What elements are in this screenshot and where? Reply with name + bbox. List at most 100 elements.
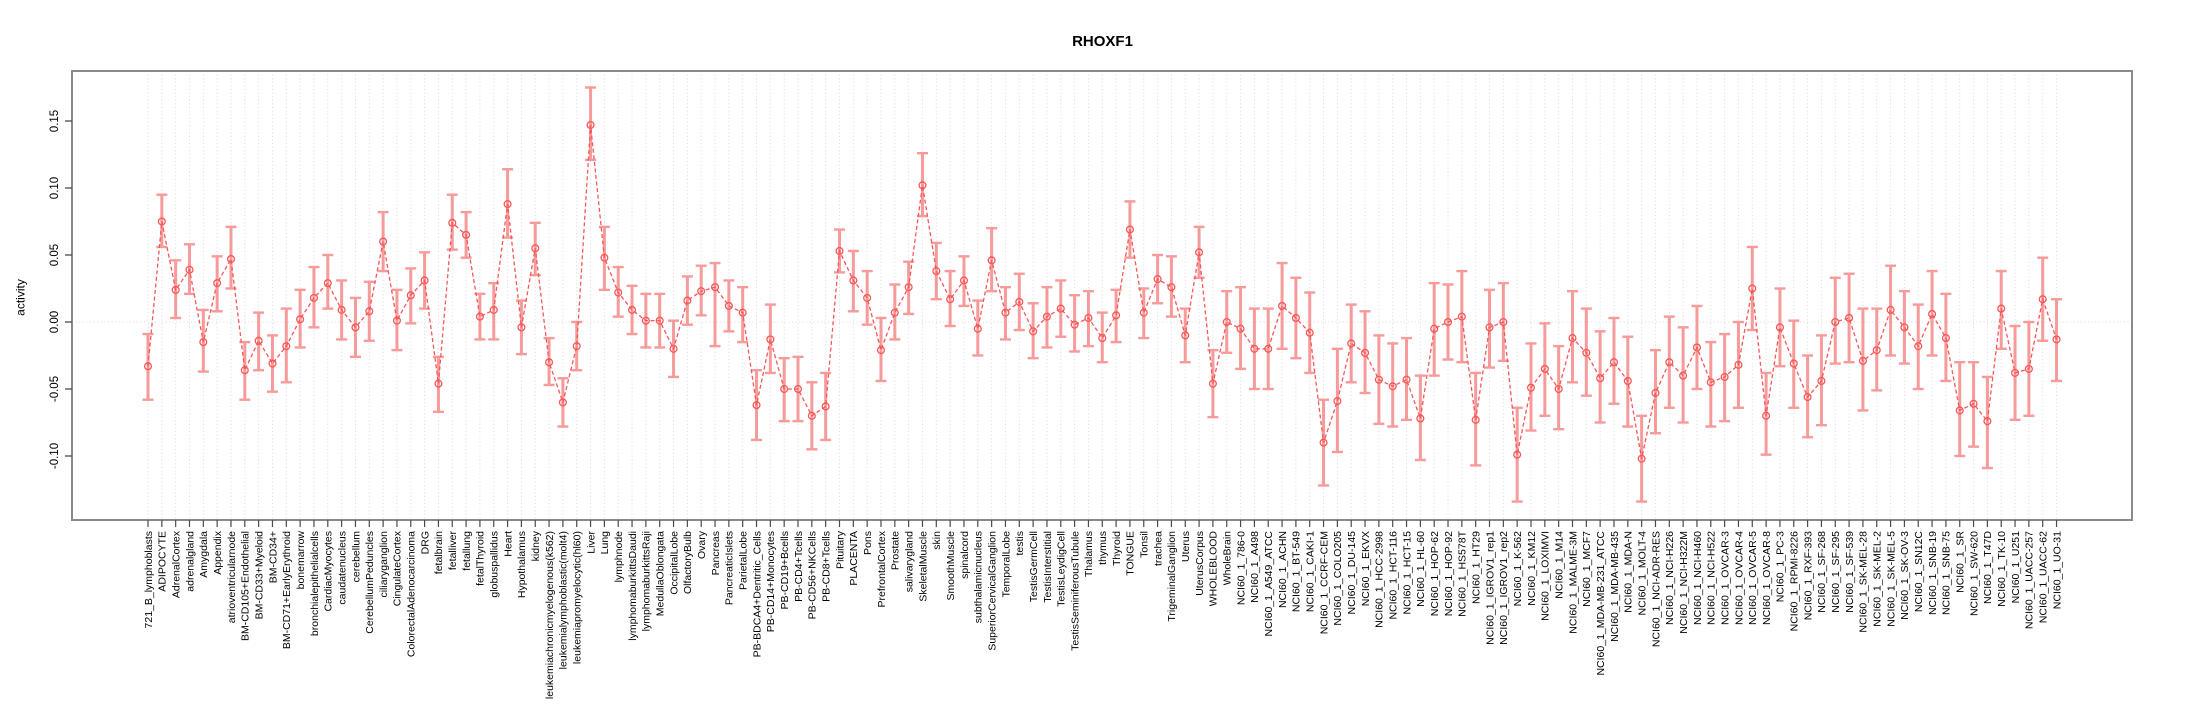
x-tick-label: NCI60_1_UACC-62 <box>2038 531 2050 623</box>
x-tick-label: Lung <box>599 531 611 555</box>
x-tick-label: PB-CD4+Tcells <box>793 531 805 602</box>
data-point <box>1928 309 1937 319</box>
data-point <box>890 308 899 317</box>
data-point <box>1499 317 1508 327</box>
x-tick-label: NCI60_1_OVCAR-8 <box>1761 531 1773 625</box>
data-point <box>780 384 789 394</box>
data-point <box>1609 358 1619 367</box>
x-tick-label: NCI60_1_NCI-H322M <box>1678 531 1690 634</box>
data-point <box>1042 312 1051 321</box>
x-tick-label: Heart <box>502 531 514 557</box>
data-point <box>932 267 941 276</box>
data-point <box>1001 308 1010 317</box>
x-tick-label: ParietalLobe <box>737 531 749 590</box>
x-tick-label: testis <box>1014 531 1026 556</box>
x-tick-label: NCI60_1_UACC-257 <box>2024 531 2036 629</box>
x-tick-label: TONGUE <box>1125 531 1137 576</box>
x-tick-label: NCI60_1_NCI-H460 <box>1692 531 1704 625</box>
gridlines <box>72 71 2132 520</box>
data-point <box>1430 324 1439 333</box>
x-tick-label: thymus <box>1097 531 1109 565</box>
data-point <box>1457 312 1466 321</box>
data-point <box>835 246 844 256</box>
x-tick-label: CingulateCortex <box>392 530 404 606</box>
data-point <box>1914 342 1923 351</box>
x-tick-label: adrenalgland <box>184 531 196 592</box>
data-point <box>1886 305 1895 314</box>
data-point <box>959 276 969 285</box>
data-point <box>1651 388 1660 398</box>
data-point <box>1153 275 1162 284</box>
data-point <box>1596 374 1605 383</box>
x-tick-label: globuspallidus <box>489 531 501 598</box>
x-tick-label: fetalbrain <box>433 531 445 574</box>
data-point <box>1554 384 1563 394</box>
y-tick-label: 0.10 <box>49 177 61 199</box>
data-point <box>1070 320 1079 329</box>
data-point <box>1983 417 1992 426</box>
data-point <box>697 287 706 296</box>
data-point <box>199 338 208 347</box>
data-point <box>2011 368 2020 377</box>
x-tick-label: SmoothMuscle <box>945 531 957 601</box>
data-point <box>462 230 471 239</box>
x-tick-label: NCI60_1_OVCAR-5 <box>1747 531 1759 625</box>
data-point <box>1084 313 1093 323</box>
y-tick-label: -0.10 <box>49 443 61 469</box>
x-tick-label: NCI60_1_HCC-2998 <box>1374 531 1386 628</box>
x-tick-label: NCI60_1_MDA-N <box>1623 531 1635 613</box>
data-point <box>1374 375 1383 384</box>
data-point <box>946 295 955 304</box>
data-point <box>531 244 540 253</box>
data-point <box>849 276 858 285</box>
data-point <box>1264 344 1273 353</box>
data-point <box>545 358 554 367</box>
data-point <box>1485 323 1494 332</box>
y-tick-label: 0.05 <box>49 244 61 266</box>
x-tick-label: NCI60_1_U251 <box>2010 531 2022 604</box>
data-point <box>1402 375 1411 384</box>
x-tick-label: OccipitalLobe <box>668 531 680 595</box>
data-point <box>213 279 222 288</box>
data-point <box>1720 372 1729 381</box>
x-tick-label: bonemarrow <box>295 531 307 590</box>
x-tick-label: SkeletalMuscle <box>917 531 929 602</box>
x-tick-label: spinalcord <box>959 531 971 579</box>
x-tick-label: NCI60_1_HL-60 <box>1415 531 1427 607</box>
x-tick-label: NCI60_1_IGROV1_rep1 <box>1484 531 1496 645</box>
x-tick-label: PB-CD14+Monocytes <box>765 531 777 632</box>
x-tick-label: AdrenalCortex <box>170 530 182 598</box>
x-tick-label: NCI60_1_SK-MEL-5 <box>1885 531 1897 627</box>
data-point <box>710 283 720 292</box>
data-point <box>1098 334 1107 343</box>
data-point <box>1762 411 1771 420</box>
data-point <box>309 293 319 302</box>
x-tick-label: NCI60_1_K-562 <box>1512 531 1524 606</box>
x-tick-label: PancreaticIslets <box>724 531 736 605</box>
x-tick-label: ADIPOCYTE <box>157 531 169 592</box>
x-tick-label: PB-CD19+Bcells <box>779 531 791 610</box>
data-point <box>240 366 249 375</box>
x-tick-label: BM-CD71+EarlyErythroid <box>281 531 293 649</box>
x-tick-label: leukemialymphoblastic(molt4) <box>558 531 570 669</box>
x-tick-label: NCI60_1_HOP-92 <box>1443 531 1455 616</box>
x-tick-label: subthalamicnucleus <box>973 531 985 623</box>
data-point <box>1236 324 1245 333</box>
data-point <box>420 276 429 285</box>
x-tick-label: Liver <box>585 531 597 554</box>
x-tick-label: NCI60_1_IGROV1_rep2 <box>1498 531 1510 645</box>
data-point <box>1706 378 1715 387</box>
x-tick-label: PrefrontalCortex <box>876 530 888 607</box>
data-point <box>1831 317 1840 327</box>
x-tick-label: NCI60_1_LOXIMVI <box>1540 531 1552 621</box>
chart-title: RHOXF1 <box>1072 33 1133 50</box>
x-tick-label: NCI60_1_CAKI-1 <box>1305 531 1317 612</box>
data-point <box>1692 343 1702 352</box>
data-point <box>1789 359 1798 368</box>
x-tick-label: leukemiachronicmyelogenous(k562) <box>544 531 556 699</box>
x-tick-label: NCI60_1_EKVX <box>1360 531 1372 606</box>
x-tick-label: NCI60_1_NCI-H226 <box>1664 531 1676 625</box>
data-point <box>738 308 747 317</box>
data-point <box>1333 397 1342 406</box>
x-tick-label: BM-CD33+Myeloid <box>253 531 265 620</box>
